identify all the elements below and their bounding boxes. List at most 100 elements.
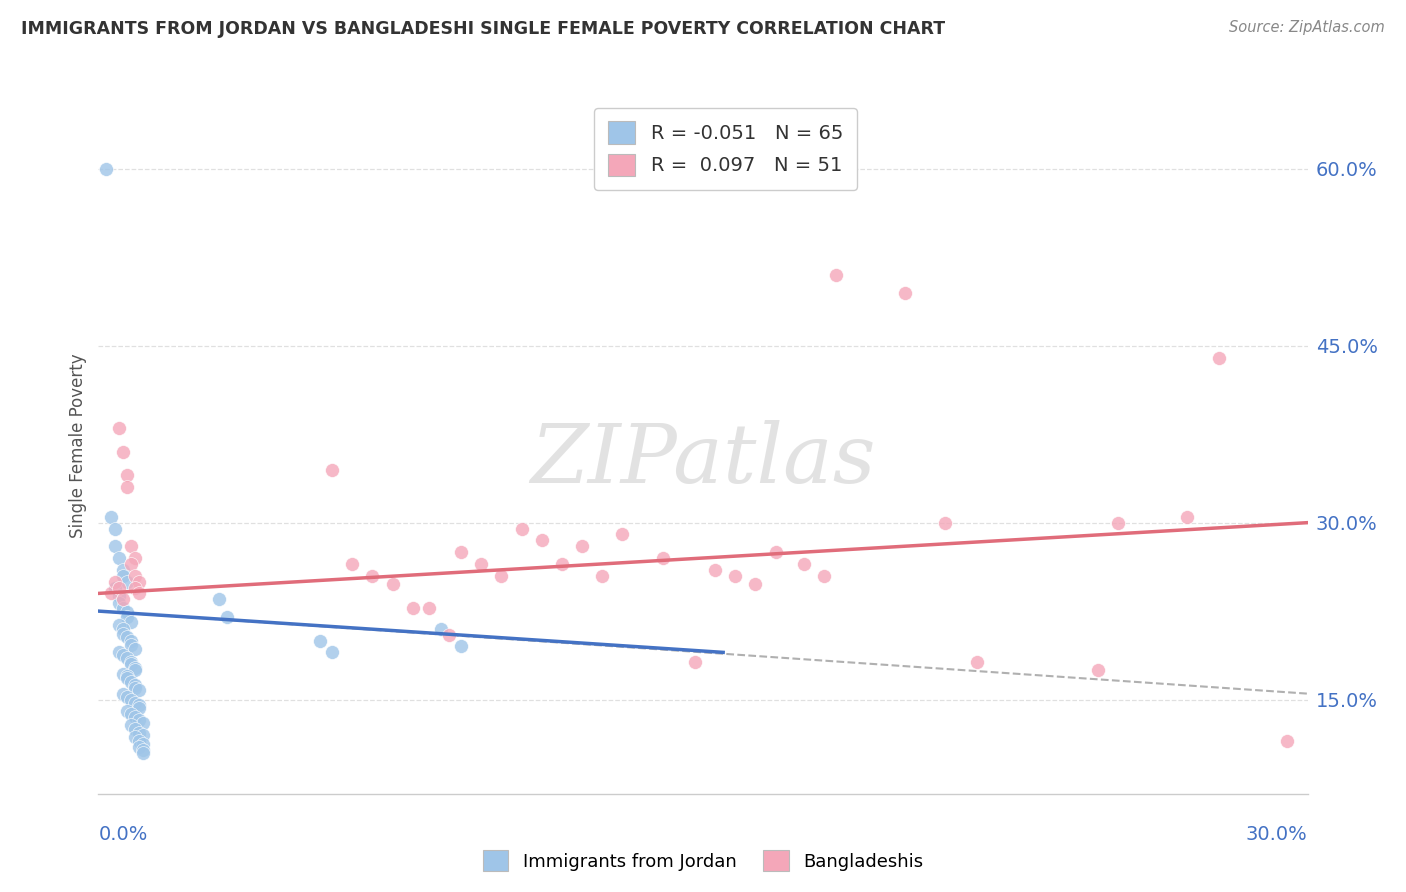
Point [470,557,492,571]
Point [128,725,150,739]
Point [128,586,150,600]
Point [115,669,138,683]
Point [128,700,150,714]
Point [115,574,138,589]
Point [111,568,134,582]
Point [96,161,118,176]
Point [124,581,146,595]
Legend: R = -0.051   N = 65, R =  0.097   N = 51: R = -0.051 N = 65, R = 0.097 N = 51 [595,108,856,190]
Point [115,690,138,705]
Point [115,704,138,718]
Point [321,462,343,476]
Point [124,678,146,692]
Point [132,743,155,757]
Legend: Immigrants from Jordan, Bangladeshis: Immigrants from Jordan, Bangladeshis [475,843,931,879]
Y-axis label: Single Female Poverty: Single Female Poverty [69,354,87,538]
Point [765,545,787,559]
Text: 30.0%: 30.0% [1246,825,1308,844]
Point [115,480,138,494]
Point [530,533,553,548]
Point [111,563,134,577]
Point [450,545,472,559]
Point [704,563,727,577]
Point [111,626,134,640]
Point [120,706,142,721]
Point [120,615,142,629]
Point [111,622,134,636]
Point [128,698,150,713]
Point [107,596,129,610]
Point [1107,516,1129,530]
Point [103,581,125,595]
Point [100,509,122,524]
Point [612,527,634,541]
Point [124,731,146,745]
Point [551,557,574,571]
Point [111,445,134,459]
Point [124,551,146,566]
Point [107,551,129,566]
Point [571,539,593,553]
Point [793,557,815,571]
Point [103,539,125,553]
Point [124,663,146,677]
Point [107,618,129,632]
Point [651,551,673,566]
Point [813,568,835,582]
Point [120,692,142,706]
Text: 0.0%: 0.0% [98,825,148,844]
Point [124,722,146,736]
Point [128,713,150,727]
Point [115,468,138,483]
Text: Source: ZipAtlas.com: Source: ZipAtlas.com [1229,20,1385,35]
Point [1087,663,1109,677]
Point [115,605,138,619]
Point [107,421,129,435]
Point [1277,734,1299,748]
Point [430,622,453,636]
Point [934,516,956,530]
Point [111,600,134,615]
Point [128,734,150,748]
Point [111,592,134,607]
Point [100,586,122,600]
Point [107,581,129,595]
Point [111,666,134,681]
Point [128,739,150,754]
Point [120,539,142,553]
Point [491,568,513,582]
Point [132,716,155,731]
Point [103,522,125,536]
Point [124,710,146,724]
Point [120,657,142,672]
Point [120,674,142,689]
Point [124,696,146,710]
Point [124,661,146,675]
Point [120,655,142,669]
Point [744,577,766,591]
Point [128,683,150,698]
Point [402,600,425,615]
Point [1208,351,1230,365]
Point [103,574,125,589]
Point [132,746,155,760]
Point [381,577,404,591]
Point [342,557,364,571]
Point [124,681,146,695]
Point [361,568,384,582]
Point [418,600,440,615]
Point [115,630,138,644]
Point [217,610,239,624]
Point [120,557,142,571]
Point [111,648,134,662]
Point [107,589,129,603]
Point [124,568,146,582]
Point [437,628,460,642]
Point [120,633,142,648]
Point [893,285,915,300]
Point [683,655,706,669]
Point [132,737,155,751]
Text: ZIPatlas: ZIPatlas [530,420,876,500]
Point [510,522,533,536]
Point [120,638,142,652]
